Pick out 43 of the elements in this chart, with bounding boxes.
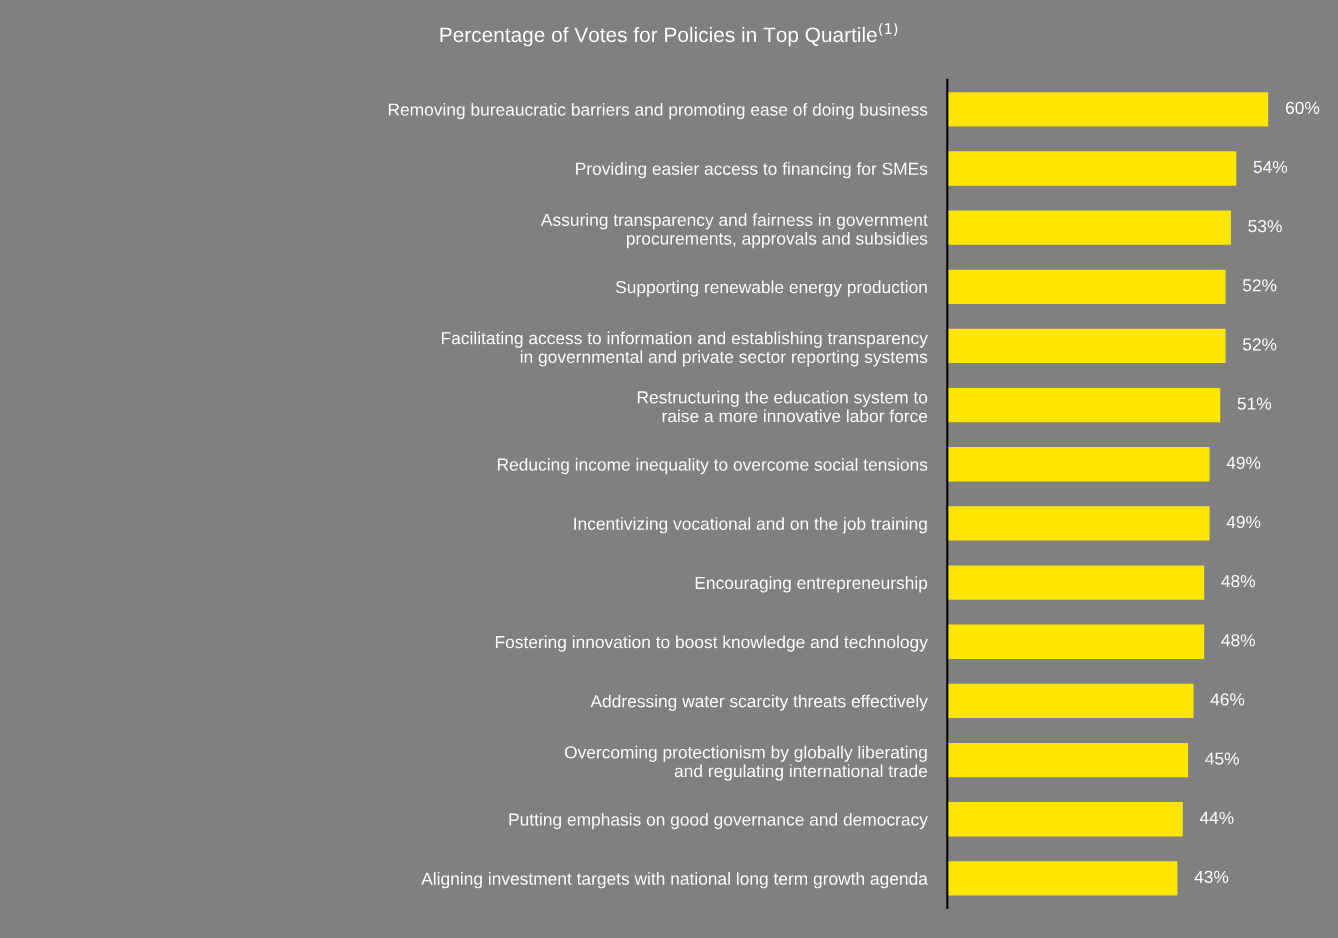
data-label: 60% [1285,101,1320,114]
text: Percentage of Votes for Policies in Top Quartile$^{(1)}$ [440,22,898,47]
y-tick-label: Aligning investment targets with national long term growth agenda [421,872,928,889]
y-tick-label: Restructuring the education system to raise a more innovative labor force [637,390,928,423]
data-label: 48% [1221,574,1255,588]
bar [947,506,1210,541]
bar [947,742,1189,778]
data-label: 44% [1199,811,1234,824]
bar [947,565,1205,600]
data-label: 49% [1226,456,1261,469]
bar [947,210,1231,245]
bar [947,624,1205,659]
data-label: 54% [1253,160,1288,174]
y-tick-label: Reducing income inequality to overcome social tensions [497,457,928,475]
data-label: 53% [1248,220,1282,233]
bar [947,269,1226,304]
bar [947,328,1226,364]
data-label: 43% [1194,870,1229,884]
bar [947,447,1210,482]
bar [947,861,1178,896]
bar [947,387,1221,423]
data-label: 51% [1237,397,1272,410]
bar [947,683,1194,719]
y-tick-label: Putting emphasis on good governance and democracy [509,812,928,830]
y-tick-label: Overcoming protectionism by globally liberating and regulating international trade [564,745,928,781]
y-tick-label: Encouraging entrepreneurship [695,576,928,593]
data-label: 52% [1242,338,1277,351]
y-tick-label: Removing bureaucratic barriers and promoting ease of doing business [388,103,928,120]
bar [947,151,1237,186]
bar [947,92,1269,127]
y-tick-label: Fostering innovation to boost knowledge and technology [495,635,928,652]
y-tick-label: Providing easier access to financing for SMEs [576,162,928,179]
y-tick-label: Incentivizing vocational and on the job training [574,517,927,534]
y-tick-label: Addressing water scarcity threats effectively [590,694,928,711]
data-label: 45% [1205,752,1239,765]
y-tick-label: Facilitating access to information and establishing transparency in governmental and private sector reporting systems [441,331,928,367]
y-tick-label: Supporting renewable energy production [615,280,927,297]
data-label: 49% [1226,515,1261,529]
y-tick-label: Assuring transparency and fairness in government procurements, approvals and subsidies [540,213,928,249]
data-label: 52% [1242,279,1277,292]
data-label: 48% [1221,634,1255,647]
bar [947,802,1183,837]
data-label: 46% [1210,693,1245,706]
